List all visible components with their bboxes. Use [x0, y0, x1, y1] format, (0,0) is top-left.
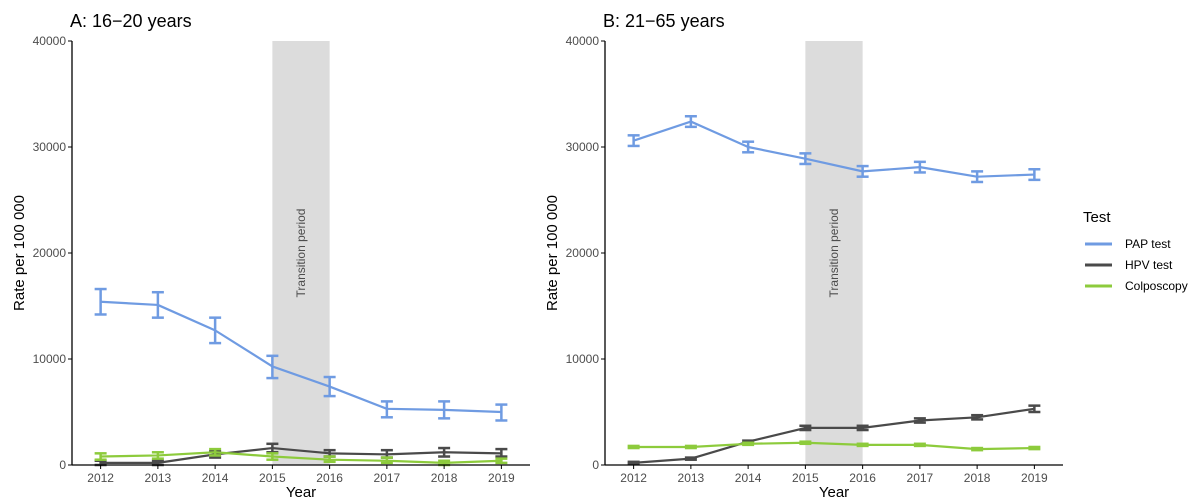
- panel-b-y-tick-label-10000: 10000: [566, 352, 600, 366]
- panel-a-x-tick-label-2019: 2019: [488, 471, 515, 485]
- panel-b-y-tick-label-20000: 20000: [566, 246, 600, 260]
- panel-a-title: A: 16−20 years: [70, 11, 192, 31]
- panel-b-transition-label: Transition period: [827, 209, 841, 298]
- panel-a-y-axis-title: Rate per 100 000: [11, 195, 28, 311]
- panel-b-x-tick-label-2016: 2016: [849, 471, 876, 485]
- panel-a: Transition period 0 10000 20000 30000 40000 20…: [11, 11, 530, 500]
- panel-b-x-tick-label-2017: 2017: [907, 471, 934, 485]
- panel-a-series-colposcopy-line: [100, 451, 502, 464]
- panel-a-y-tick-label-40000: 40000: [33, 34, 67, 48]
- panel-b-y-tick-label-30000: 30000: [566, 140, 600, 154]
- panel-b-x-tick-label-2012: 2012: [620, 471, 647, 485]
- legend: Test PAP test HPV test Colposcopy: [1083, 209, 1188, 293]
- panel-a-x-tick-label-2015: 2015: [259, 471, 286, 485]
- panel-b-series-hpv-test-line: [633, 407, 1035, 464]
- panel-a-x-tick-label-2016: 2016: [316, 471, 343, 485]
- panel-a-y-tick-label-30000: 30000: [33, 140, 67, 154]
- panel-b: Transition period 0 10000 20000 30000 40000 20…: [544, 11, 1063, 500]
- panel-b-x-tick-label-2019: 2019: [1021, 471, 1048, 485]
- legend-label-hpv-test: HPV test: [1125, 258, 1173, 272]
- legend-label-colposcopy: Colposcopy: [1125, 279, 1188, 293]
- panel-b-x-tick-label-2015: 2015: [792, 471, 819, 485]
- panel-a-x-tick-label-2018: 2018: [431, 471, 458, 485]
- panel-a-series-pap-test-line: [100, 300, 502, 414]
- panel-a-transition-band: [272, 41, 330, 465]
- panel-b-x-axis-title: Year: [819, 484, 849, 500]
- panel-b-x-tick-label-2014: 2014: [735, 471, 762, 485]
- panel-b-series-colposcopy-line: [633, 441, 1035, 451]
- panel-a-series-hpv-test-line: [100, 446, 502, 464]
- panel-b-title: B: 21−65 years: [603, 11, 725, 31]
- panel-b-y-tick-label-0: 0: [592, 458, 599, 472]
- panel-a-y-tick-label-0: 0: [59, 458, 66, 472]
- panel-a-x-tick-label-2014: 2014: [202, 471, 229, 485]
- panel-b-x-tick-label-2013: 2013: [678, 471, 705, 485]
- panel-a-x-axis-title: Year: [286, 484, 316, 500]
- panel-a-transition-label: Transition period: [294, 209, 308, 298]
- panel-b-y-axis-title: Rate per 100 000: [544, 195, 561, 311]
- panel-a-y-tick-label-20000: 20000: [33, 246, 67, 260]
- panel-b-transition-band: [805, 41, 863, 465]
- panel-a-x-tick-label-2013: 2013: [145, 471, 172, 485]
- panel-b-y-tick-label-40000: 40000: [566, 34, 600, 48]
- panel-a-x-tick-label-2012: 2012: [87, 471, 114, 485]
- panel-a-y-tick-label-10000: 10000: [33, 352, 67, 366]
- legend-title: Test: [1083, 209, 1111, 226]
- panel-b-x-tick-label-2018: 2018: [964, 471, 991, 485]
- panel-a-x-tick-label-2017: 2017: [374, 471, 401, 485]
- legend-label-pap-test: PAP test: [1125, 237, 1171, 251]
- panel-b-series-pap-test-line: [633, 120, 1035, 178]
